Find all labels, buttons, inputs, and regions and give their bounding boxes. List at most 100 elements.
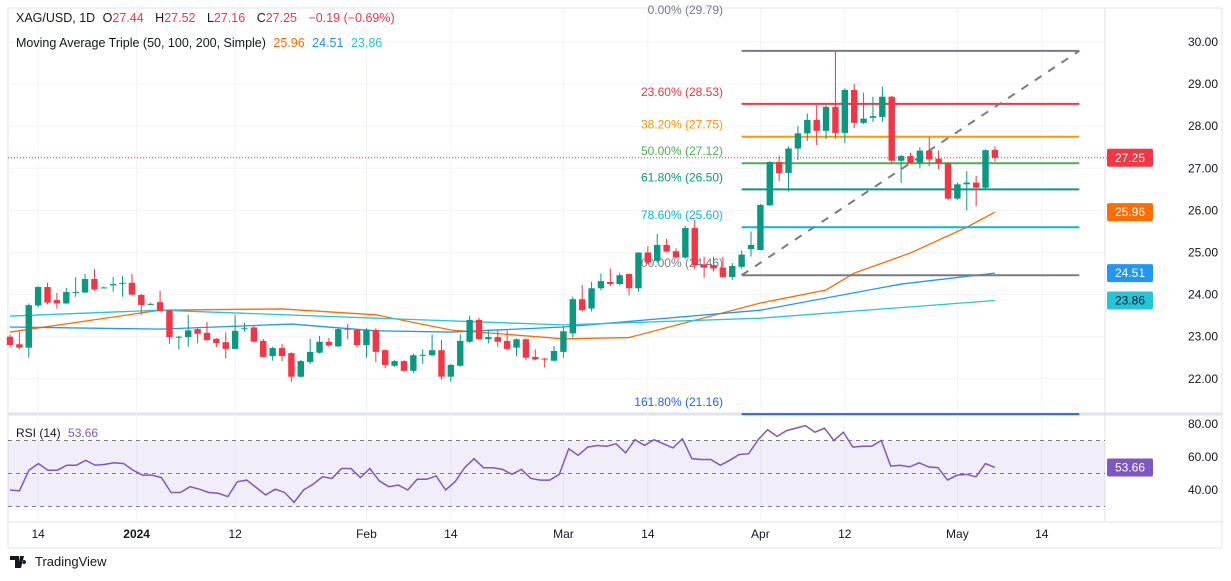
candle-body (438, 350, 445, 377)
candle-body (682, 228, 689, 258)
candle-body (607, 281, 614, 285)
fib-trend-line (741, 50, 1080, 277)
candle (851, 84, 858, 129)
candle (560, 326, 567, 358)
candle (353, 329, 361, 348)
candle-body (869, 116, 877, 118)
candle (156, 290, 164, 312)
candle (81, 273, 89, 294)
candle (100, 286, 107, 289)
candle (316, 335, 323, 354)
candle (644, 246, 652, 265)
ma-legend[interactable]: Moving Average Triple (50, 100, 200, Sim… (16, 36, 386, 50)
candle-body (316, 341, 323, 353)
rsi-title: RSI (14) (16, 426, 61, 440)
candle-body (63, 292, 70, 304)
candle (869, 96, 877, 122)
candle (419, 349, 426, 365)
time-tick-label: 14 (641, 527, 655, 541)
candle-body (185, 330, 192, 338)
candle-body (926, 150, 933, 160)
last-price-badge (1107, 148, 1153, 167)
candle-body (353, 329, 361, 346)
candle-body (269, 348, 276, 357)
fib-level-label: 61.80% (26.50) (641, 170, 723, 184)
rsi-tick-label: 40.00 (1188, 483, 1218, 497)
candle (119, 276, 126, 297)
rsi-legend[interactable]: RSI (14) 53.66 (16, 426, 102, 440)
candle-body (700, 264, 708, 268)
price-tick-label: 26.00 (1188, 203, 1218, 217)
rsi-badge-label: 53.66 (1115, 460, 1145, 474)
ma50-line (9, 211, 996, 340)
candle-body (991, 149, 999, 158)
candle (954, 182, 961, 200)
time-tick-label: Apr (751, 527, 770, 541)
candle (550, 345, 558, 362)
price-tick-label: 25.00 (1188, 246, 1218, 260)
candle (185, 314, 192, 347)
candle (166, 309, 173, 344)
time-tick-label: 12 (838, 527, 852, 541)
candle (128, 273, 136, 296)
rsi-band (8, 440, 1105, 507)
candle (719, 256, 727, 278)
rsi-value: 53.66 (68, 426, 99, 440)
candle-body (635, 252, 642, 289)
candle (241, 322, 248, 332)
candle-body (166, 310, 173, 338)
candle (635, 252, 642, 292)
ma50-badge-label: 25.96 (1115, 205, 1145, 219)
candles (6, 50, 999, 382)
candle (654, 233, 661, 264)
candle (44, 282, 51, 305)
candle (888, 95, 895, 165)
candle-body (832, 106, 839, 133)
candle-body (663, 244, 670, 252)
candle-body (466, 319, 473, 342)
candle (194, 328, 201, 344)
price-tick-label: 23.00 (1188, 330, 1218, 344)
candle (447, 364, 455, 382)
candle-body (513, 339, 520, 348)
candle-body (822, 106, 830, 131)
candle-body (963, 182, 970, 185)
candle (475, 317, 483, 341)
rsi-pane (8, 424, 1105, 507)
brand-name: TradingView (35, 554, 107, 569)
fib-level-label: 0.00% (29.79) (648, 3, 723, 17)
candle-body (147, 303, 154, 305)
candle-body (194, 329, 201, 334)
candle (625, 273, 633, 296)
candle-body (550, 351, 558, 361)
candle-body (241, 328, 248, 330)
candle (138, 293, 145, 315)
rsi-tick-label: 80.00 (1188, 417, 1218, 431)
candle-body (447, 364, 455, 377)
candle-body (363, 329, 370, 346)
candle (775, 155, 783, 181)
candle (738, 250, 745, 269)
candle-body (475, 319, 483, 340)
tradingview-logo[interactable]: TradingView (10, 554, 107, 569)
candle-body (494, 337, 501, 342)
candle (260, 338, 267, 358)
open-value: 27.44 (112, 11, 144, 25)
candle-body (766, 161, 773, 206)
price-tick-label: 22.00 (1188, 372, 1218, 386)
candle-body (907, 156, 914, 163)
candle-body (485, 337, 492, 340)
candle (804, 113, 811, 141)
ma200-badge (1107, 291, 1153, 310)
candle-body (222, 342, 229, 349)
ma100-badge-label: 24.51 (1115, 266, 1145, 280)
candle (53, 292, 61, 309)
candle (175, 335, 183, 350)
candle-body (954, 184, 961, 199)
candle (382, 349, 389, 369)
rsi-badge (1107, 458, 1153, 477)
candle-body (569, 299, 576, 334)
candle-body (16, 344, 23, 348)
candle-body (428, 350, 436, 356)
